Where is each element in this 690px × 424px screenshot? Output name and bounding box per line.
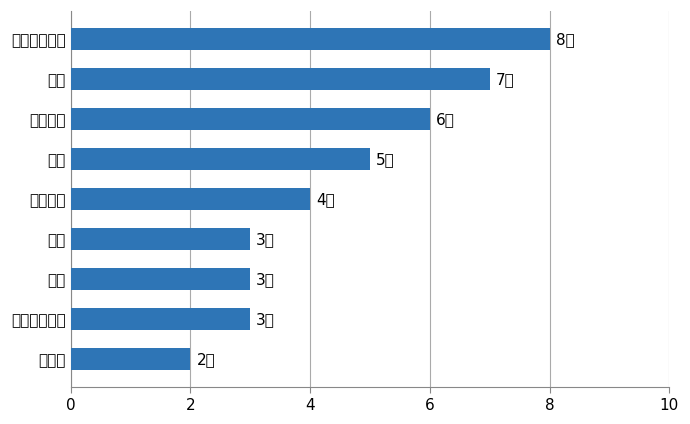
- Text: 3人: 3人: [256, 312, 275, 327]
- Bar: [70, 188, 310, 210]
- Bar: [70, 308, 250, 330]
- Bar: [70, 268, 250, 290]
- Bar: [70, 108, 430, 130]
- Text: 6人: 6人: [436, 112, 455, 127]
- Text: 3人: 3人: [256, 272, 275, 287]
- Text: 8人: 8人: [555, 32, 574, 47]
- Text: 3人: 3人: [256, 232, 275, 247]
- Bar: [70, 349, 190, 371]
- Bar: [70, 148, 370, 170]
- Text: 4人: 4人: [316, 192, 335, 207]
- Text: 5人: 5人: [376, 152, 395, 167]
- Text: 2人: 2人: [197, 352, 215, 367]
- Bar: [70, 28, 549, 50]
- Bar: [70, 228, 250, 250]
- Bar: [70, 68, 490, 90]
- Text: 7人: 7人: [495, 72, 515, 87]
